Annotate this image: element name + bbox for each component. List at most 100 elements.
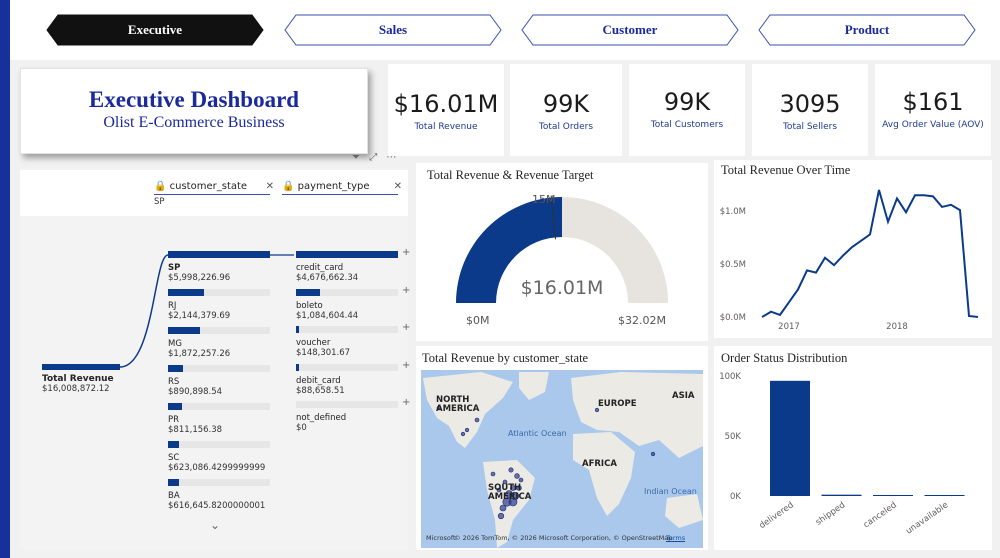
decomp-node[interactable]: voucher $148,301.67 (296, 326, 408, 358)
tab-shape (46, 14, 264, 46)
decomp-node[interactable]: RS $890,898.54 (168, 365, 280, 397)
y-tick-label: $0.5M (720, 260, 746, 270)
decomp-node[interactable]: SC $623,086.4299999999 (168, 441, 280, 473)
expand-plus-icon[interactable]: + (402, 322, 411, 333)
decomp-node-value: $2,144,379.69 (168, 311, 231, 321)
decomp-bar (168, 479, 179, 486)
decomp-node-value: $811,156.38 (168, 425, 223, 435)
decomp-node-label: RJ (168, 301, 177, 311)
tab-executive-label: Executive (127, 22, 183, 37)
map-terms-link[interactable]: Terms (666, 534, 686, 542)
map-card: Total Revenue by customer_state NORTH AM… (416, 346, 708, 550)
decomp-node-value: $148,301.67 (296, 348, 351, 358)
filter-field-label: payment_type (297, 181, 370, 192)
decomp-node-value: $890,898.54 (168, 387, 223, 397)
decomp-node-label: PR (168, 415, 180, 425)
tab-shape (521, 14, 739, 46)
kpi-value: 3095 (779, 90, 841, 118)
kpi-value: 99K (663, 88, 711, 116)
decomp-node-label: not_defined (296, 413, 347, 423)
page-title: Executive Dashboard (88, 87, 300, 112)
continent-greenland (519, 372, 549, 400)
decomp-bar-track (168, 441, 270, 448)
decomp-root-node[interactable]: Total Revenue $16,008,872.12 (42, 364, 152, 394)
map-data-points (436, 405, 656, 520)
decomp-bar-track (168, 479, 270, 486)
gauge-value-label: $16.01M (520, 277, 604, 299)
decomp-node-value: $616,645.8200000001 (168, 501, 266, 511)
decomp-node[interactable]: MG $1,872,257.26 (168, 327, 280, 359)
kpi-label: Total Sellers (782, 122, 838, 132)
expand-plus-icon[interactable]: + (402, 397, 411, 408)
decomp-node[interactable]: BA $616,645.8200000001 (168, 479, 280, 511)
tab-executive[interactable]: Executive (46, 14, 264, 46)
decomp-node[interactable]: RJ $2,144,379.69 (168, 289, 280, 321)
decomp-filter-bar (20, 170, 408, 216)
map-region-label: Atlantic Ocean (508, 429, 567, 438)
close-icon[interactable]: ✕ (393, 181, 402, 192)
gauge-chart (456, 195, 668, 303)
order-status-card: Order Status Distribution 100K 50K 0K deliv… (714, 346, 992, 550)
gauge-target-label: 15M (532, 193, 556, 206)
map-logo: Microsoft (426, 534, 456, 542)
map-canvas[interactable] (421, 370, 703, 548)
left-accent-bar (0, 0, 10, 558)
expand-plus-icon[interactable]: + (402, 359, 411, 371)
bar-delivered[interactable] (770, 380, 810, 496)
x-tick-label: 2018 (886, 322, 908, 332)
decomp-node-label: SC (168, 453, 180, 463)
decomp-bar (168, 289, 205, 296)
tab-product[interactable]: Product (758, 14, 976, 46)
y-tick-label: $0.0M (720, 313, 746, 323)
map-region-label: ASIA (672, 391, 695, 401)
decomp-node-label: BA (168, 491, 180, 501)
chevron-down-icon[interactable]: ⌄ (210, 518, 221, 532)
decomp-node-label: debit_card (296, 375, 341, 386)
decomp-node[interactable]: not_defined $0 (296, 401, 408, 433)
tab-customer-label: Customer (602, 22, 658, 37)
expand-plus-icon[interactable]: + (402, 284, 411, 296)
continent-africa (573, 432, 635, 516)
close-icon[interactable]: ✕ (265, 181, 274, 192)
expand-plus-icon[interactable]: + (402, 247, 411, 258)
decomp-bar-track (296, 401, 398, 408)
bar-canceled[interactable] (873, 495, 913, 496)
decomp-node-label: credit_card (296, 263, 344, 273)
decomp-node[interactable]: PR $811,156.38 (168, 403, 280, 435)
decomp-bar (296, 251, 398, 258)
tab-customer[interactable]: Customer (521, 14, 739, 46)
x-tick-label: 2017 (778, 322, 800, 332)
lock-icon: 🔒 (154, 181, 167, 192)
tab-sales[interactable]: Sales (284, 14, 502, 46)
tab-sales-label: Sales (378, 22, 408, 37)
tab-shape (758, 14, 976, 46)
decomp-bar (168, 403, 182, 410)
decomp-bar (168, 441, 179, 448)
decomp-node[interactable]: SP $5,998,226.96 (168, 251, 280, 283)
decomp-bar (296, 288, 320, 296)
decomp-node-value: $0 (296, 423, 307, 433)
decomp-node[interactable]: boleto $1,084,604.44 (296, 288, 408, 321)
decomp-bar-track (168, 289, 270, 296)
focus-mode-icon[interactable]: ⤢ (369, 152, 378, 163)
lock-icon: 🔒 (282, 181, 295, 192)
filter-icon[interactable]: ⏷ (352, 152, 360, 163)
decomp-node[interactable]: credit_card $4,676,662.34 (296, 251, 408, 283)
tab-product-label: Product (844, 22, 890, 37)
bar-unavailable[interactable] (924, 495, 965, 496)
decomp-node[interactable]: debit_card $88,658.51 (296, 363, 408, 396)
more-options-icon[interactable]: ⋯ (386, 152, 397, 163)
decomp-connectors (119, 254, 294, 368)
bar-chart: 100K 50K 0K delivered shipped canceled unavail… (719, 372, 965, 537)
filter-payment-type[interactable]: 🔒 payment_type ✕ (282, 181, 402, 195)
filter-field-label: customer_state (169, 181, 248, 192)
decomp-bar-track (168, 327, 270, 334)
x-category-label: shipped (814, 500, 847, 527)
bar-shipped[interactable] (821, 494, 862, 496)
decomp-root-label: Total Revenue (42, 374, 114, 384)
filter-customer-state[interactable]: 🔒 customer_state ✕ SP (154, 181, 274, 207)
map-region-label: SOUTH AMERICA (488, 483, 532, 502)
kpi-label: Avg Order Value (AOV) (882, 120, 984, 130)
map-region-label: NORTH AMERICA (436, 395, 480, 414)
decomposition-tree: 🔒 customer_state ✕ SP 🔒 payment_type ✕ T… (20, 168, 411, 550)
